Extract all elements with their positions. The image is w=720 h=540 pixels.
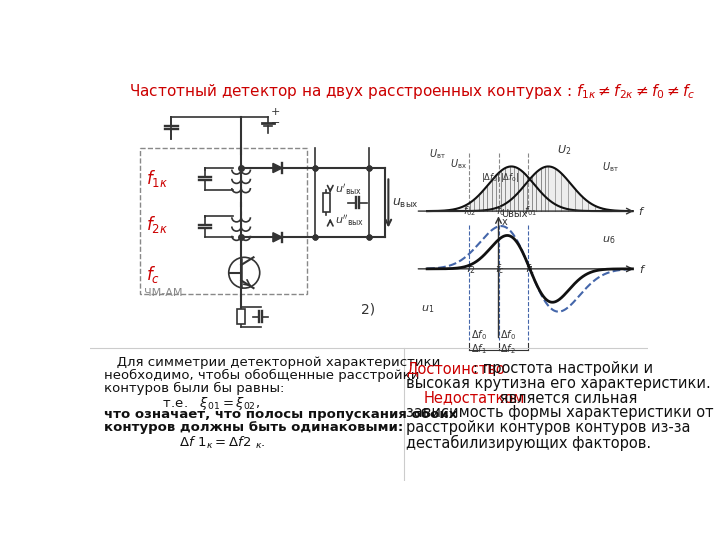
Text: х: х — [502, 217, 508, 227]
Polygon shape — [273, 164, 282, 173]
Text: $u'_{\rm вых}$: $u'_{\rm вых}$ — [335, 182, 362, 197]
Text: $f_0$: $f_0$ — [496, 204, 505, 218]
Text: что означает, что полосы пропускания обоих: что означает, что полосы пропускания обо… — [104, 408, 457, 421]
Text: $\Delta f_2$: $\Delta f_2$ — [500, 342, 516, 356]
Text: Недостатком: Недостатком — [423, 390, 525, 406]
Text: $u_1$: $u_1$ — [421, 303, 434, 315]
Bar — [140, 148, 307, 294]
Text: контуров были бы равны:: контуров были бы равны: — [104, 382, 284, 395]
Text: $|\Delta f_0|$: $|\Delta f_0|$ — [500, 171, 519, 184]
Text: Для симметрии детекторной характеристики: Для симметрии детекторной характеристики — [104, 356, 441, 369]
Bar — [238, 309, 245, 325]
Text: $U_{\rm вт}$: $U_{\rm вт}$ — [601, 160, 618, 174]
Text: $f$: $f$ — [639, 263, 646, 275]
Text: +: + — [271, 107, 280, 117]
Text: $f$: $f$ — [638, 205, 645, 217]
Text: $U_{\rm вх}$: $U_{\rm вх}$ — [451, 157, 467, 171]
Text: контуров должны быть одинаковыми:: контуров должны быть одинаковыми: — [104, 421, 403, 434]
Text: $f_{02}$: $f_{02}$ — [463, 204, 476, 218]
Bar — [323, 193, 330, 212]
Text: является сильная: является сильная — [495, 390, 637, 406]
Text: Uвых: Uвых — [502, 210, 528, 219]
Text: $\Delta f_0$: $\Delta f_0$ — [500, 328, 516, 342]
Text: Достоинство: Достоинство — [406, 361, 505, 376]
Text: ЧМ-АМ: ЧМ-АМ — [144, 288, 183, 298]
Text: зависимость формы характеристики от: зависимость формы характеристики от — [406, 405, 714, 420]
Text: $u''_{\rm вых}$: $u''_{\rm вых}$ — [335, 213, 364, 228]
Text: дестабилизирующих факторов.: дестабилизирующих факторов. — [406, 434, 652, 450]
Text: $f_c$: $f_c$ — [495, 262, 505, 276]
Text: $\Delta f\ 1_{\kappa} = \Delta f2\ _{\kappa}$.: $\Delta f\ 1_{\kappa} = \Delta f2\ _{\ka… — [104, 434, 266, 450]
Polygon shape — [273, 233, 282, 242]
Text: $\Delta f_1$: $\Delta f_1$ — [471, 342, 486, 356]
Text: $U_2$: $U_2$ — [557, 143, 571, 157]
Text: высокая крутизна его характеристики.: высокая крутизна его характеристики. — [406, 376, 711, 391]
Text: $u_{\rm вых}$: $u_{\rm вых}$ — [392, 197, 419, 210]
Text: т.е.   $\xi_{01} = \xi_{02}$,: т.е. $\xi_{01} = \xi_{02}$, — [104, 395, 260, 412]
Text: $f_{2\kappa}$: $f_{2\kappa}$ — [145, 214, 168, 235]
Text: $U_{\rm вт}$: $U_{\rm вт}$ — [428, 147, 446, 161]
Text: $\Delta f_0$: $\Delta f_0$ — [471, 328, 487, 342]
Text: $f_c$: $f_c$ — [145, 264, 160, 285]
Text: $f_1$: $f_1$ — [525, 262, 535, 276]
Text: 2): 2) — [361, 302, 375, 316]
Text: $f_{1\kappa}$: $f_{1\kappa}$ — [145, 168, 168, 189]
Text: : простота настройки и: : простота настройки и — [473, 361, 653, 376]
Text: необходимо, чтобы обобщенные расстройки: необходимо, чтобы обобщенные расстройки — [104, 369, 420, 382]
Text: $f_2$: $f_2$ — [466, 262, 476, 276]
Text: $u_{\rm б}$: $u_{\rm б}$ — [601, 234, 615, 246]
Text: $f_{01}$: $f_{01}$ — [524, 204, 537, 218]
Text: $|\Delta f_0|$: $|\Delta f_0|$ — [482, 171, 500, 184]
Text: Частотный детектор на двух расстроенных контурах : $f_{1\kappa} \neq f_{2\kappa}: Частотный детектор на двух расстроенных … — [129, 82, 696, 101]
Text: расстройки контуров контуров из-за: расстройки контуров контуров из-за — [406, 420, 690, 435]
Text: −: − — [271, 118, 280, 127]
